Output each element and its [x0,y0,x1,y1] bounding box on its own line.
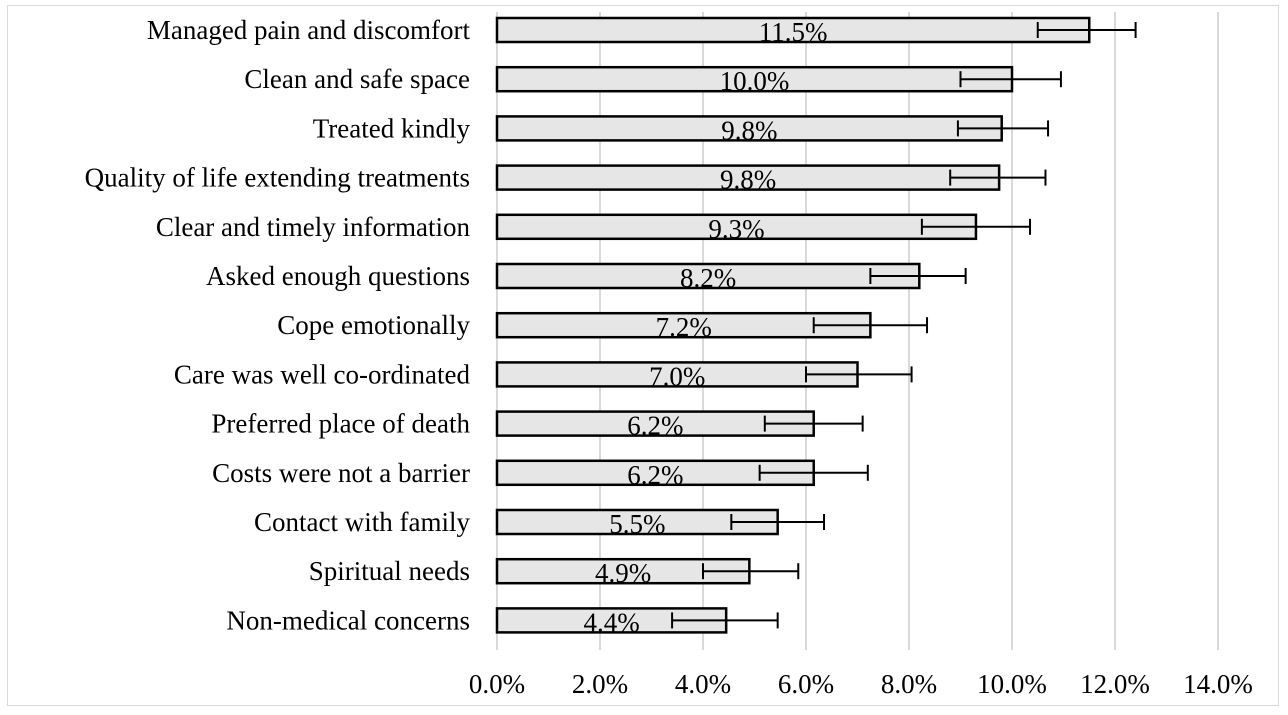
x-tick-label: 12.0% [1080,669,1150,699]
data-label: 7.2% [656,312,712,342]
data-label: 9.3% [708,214,764,244]
bar [495,16,1091,44]
category-label: Preferred place of death [211,409,470,439]
data-label: 6.2% [627,411,683,441]
data-label: 4.4% [583,607,639,637]
category-label: Costs were not a barrier [212,458,470,488]
category-label: Spiritual needs [309,556,470,586]
category-label: Quality of life extending treatments [85,163,470,193]
bars: 11.5% 10.0% 9.8% 9.8% 9.3% 8.2% 7.2% 7.0% 6.2% 6.… [495,16,1137,637]
category-label: Care was well co-ordinated [174,359,471,389]
data-label: 7.0% [649,361,705,391]
category-label: Non-medical concerns [226,605,470,635]
x-axis-ticks: 0.0% 2.0% 4.0% 6.0% 8.0% 10.0% 12.0% 14.0% [469,669,1253,699]
x-tick-label: 6.0% [778,669,834,699]
data-label: 5.5% [609,509,665,539]
data-label: 8.2% [680,263,736,293]
x-tick-label: 0.0% [469,669,525,699]
bar [495,361,859,388]
data-label: 9.8% [720,165,776,195]
category-label: Cope emotionally [277,310,470,340]
category-label: Asked enough questions [206,261,470,291]
data-label: 11.5% [759,17,828,47]
category-label: Treated kindly [313,113,471,143]
data-label: 6.2% [627,460,683,490]
x-tick-label: 4.0% [675,669,731,699]
data-label: 10.0% [720,66,790,96]
x-tick-label: 8.0% [881,669,937,699]
bar [495,262,921,290]
category-label: Clear and timely information [156,212,471,242]
category-label: Clean and safe space [244,64,470,94]
x-tick-label: 2.0% [572,669,628,699]
x-tick-label: 14.0% [1183,669,1253,699]
data-label: 4.9% [595,558,651,588]
category-label: Contact with family [254,507,470,537]
data-label: 9.8% [721,115,777,145]
x-tick-label: 10.0% [977,669,1047,699]
category-label: Managed pain and discomfort [147,15,471,45]
category-labels: Managed pain and discomfort Clean and saf… [85,15,471,635]
